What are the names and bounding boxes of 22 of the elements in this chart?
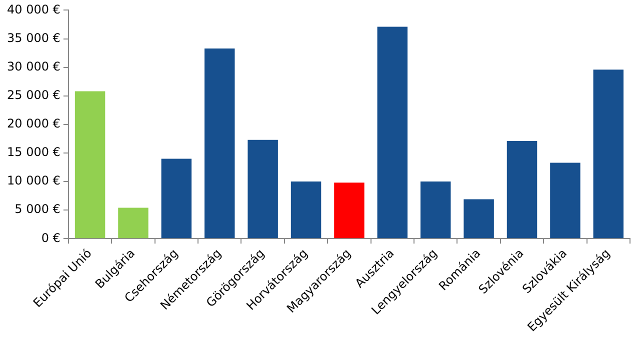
y-tick-label: 20 000 €: [7, 116, 60, 131]
y-tick-label: 10 000 €: [7, 174, 60, 188]
bar: [593, 70, 624, 238]
bar: [420, 182, 451, 238]
y-tick-label: 5 000 €: [14, 202, 60, 216]
y-tick-label: 40 000 €: [7, 2, 60, 16]
bar: [506, 140, 538, 238]
y-tick-label: 30 000 €: [7, 59, 60, 74]
bar: [161, 158, 192, 238]
bar: [550, 162, 580, 238]
bar: [248, 140, 278, 238]
y-tick-label: 35 000 €: [7, 30, 60, 45]
bar: [377, 26, 408, 238]
bar: [290, 182, 322, 238]
y-tick-label: 0 €: [41, 230, 60, 245]
y-tick-label: 15 000 €: [7, 145, 60, 160]
bar: [464, 199, 494, 238]
bar: [74, 91, 106, 238]
y-tick-label: 25 000 €: [7, 88, 60, 102]
bar: [118, 208, 148, 238]
bar: [204, 48, 235, 238]
bar: [334, 182, 364, 238]
